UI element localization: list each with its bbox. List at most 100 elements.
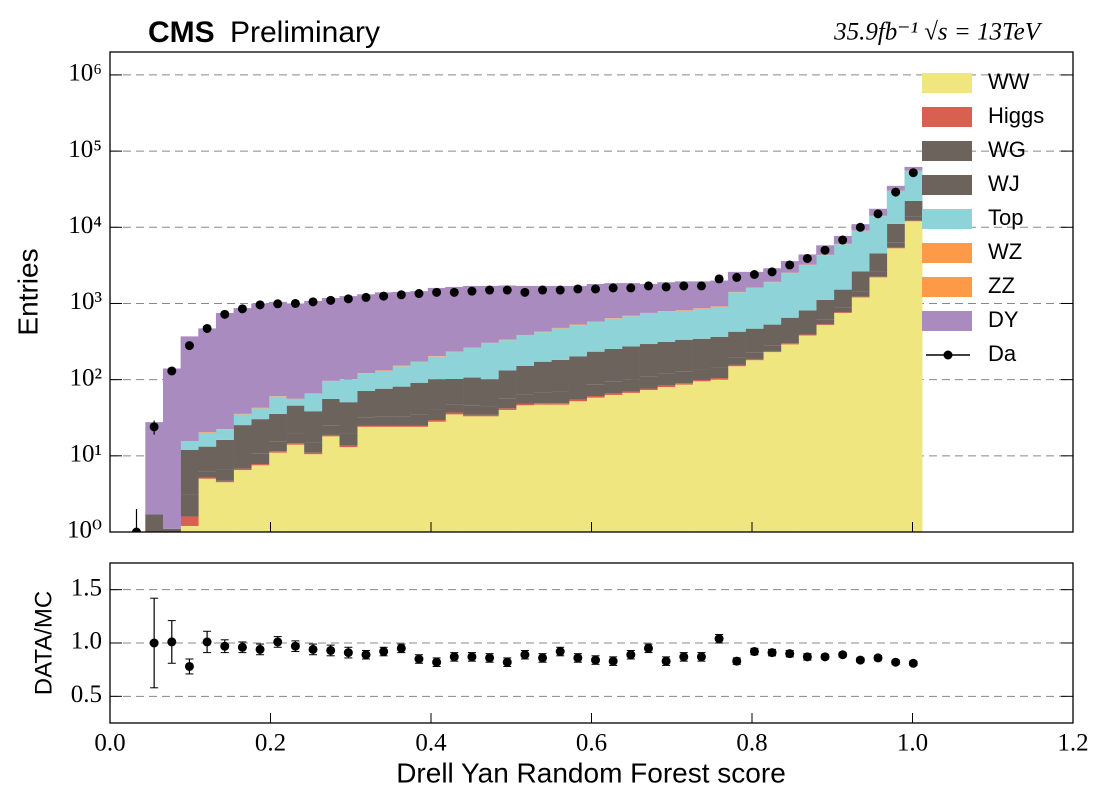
histogram-segment	[851, 230, 870, 272]
data-point	[785, 649, 795, 659]
histogram-segment	[410, 414, 429, 426]
data-point	[626, 283, 636, 293]
histogram-segment	[833, 244, 852, 290]
legend-swatch	[922, 107, 972, 127]
data-point	[184, 341, 194, 351]
histogram-segment	[586, 395, 605, 398]
histogram-segment	[604, 348, 623, 382]
histogram-segment	[727, 292, 746, 332]
histogram-segment	[851, 297, 870, 532]
histogram-segment	[533, 403, 552, 405]
x-tick-label: 1.0	[897, 730, 928, 757]
histogram-segment	[374, 426, 393, 532]
histogram-segment	[569, 356, 587, 389]
histogram-segment	[586, 284, 605, 322]
histogram-segment	[304, 393, 323, 412]
histogram-segment	[392, 416, 411, 426]
data-point	[591, 284, 601, 294]
histogram-segment	[604, 318, 623, 349]
histogram-segment	[727, 331, 746, 358]
histogram-segment	[480, 285, 499, 343]
histogram-segment	[621, 379, 640, 392]
histogram-segment	[286, 405, 305, 434]
histogram-segment	[480, 343, 499, 380]
histogram-segment	[480, 414, 499, 417]
histogram-segment	[533, 332, 552, 362]
histogram-segment	[251, 303, 270, 408]
data-point	[308, 644, 318, 654]
legend-marker	[943, 350, 953, 360]
histogram-segment	[463, 285, 482, 348]
y-tick-label: 0.5	[71, 681, 102, 708]
data-point	[167, 366, 177, 376]
data-point	[449, 652, 459, 662]
histogram-segment	[780, 344, 799, 532]
histogram-segment	[727, 357, 746, 365]
data-point	[326, 295, 336, 305]
histogram-segment	[657, 385, 676, 388]
histogram-segment	[586, 397, 605, 532]
histogram-segment	[869, 276, 888, 278]
histogram-segment	[569, 388, 587, 400]
histogram-segment	[763, 345, 782, 351]
histogram-segment	[180, 449, 199, 495]
histogram-segment	[268, 396, 287, 414]
histogram-segment	[657, 311, 676, 342]
data-point	[202, 323, 212, 333]
histogram-segment	[427, 420, 446, 422]
y-tick-label: 10⁴	[68, 212, 102, 239]
data-point	[626, 650, 636, 660]
histogram-segment	[498, 398, 517, 409]
data-point	[661, 282, 671, 292]
histogram-segment	[851, 296, 870, 298]
data-point	[661, 656, 671, 666]
histogram-segment	[480, 379, 499, 407]
data-point	[891, 657, 901, 667]
histogram-segment	[745, 352, 764, 359]
histogram-segment	[816, 299, 835, 320]
data-point	[432, 287, 442, 297]
histogram-segment	[604, 381, 623, 394]
histogram-segment	[304, 411, 323, 443]
histogram-segment	[904, 170, 923, 201]
legend-swatch	[922, 175, 972, 195]
histogram-segment	[710, 336, 729, 368]
histogram-segment	[357, 390, 376, 418]
histogram-segment	[339, 433, 358, 446]
histogram-segment	[498, 409, 517, 532]
histogram-segment	[692, 338, 711, 370]
histogram-segment	[692, 281, 711, 309]
data-point	[538, 285, 548, 295]
histogram-segment	[392, 386, 411, 417]
histogram-segment	[886, 242, 905, 248]
data-point	[220, 309, 230, 319]
legend-swatch	[922, 277, 972, 297]
histogram-segment	[410, 291, 429, 362]
data-point	[608, 283, 618, 293]
histogram-segment	[251, 464, 270, 466]
histogram-segment	[674, 383, 693, 385]
x-tick-label: 0.6	[576, 730, 607, 757]
histogram-segment	[410, 382, 429, 415]
histogram-segment	[604, 283, 623, 319]
data-point	[131, 527, 141, 532]
data-point	[467, 652, 477, 662]
histogram-segment	[639, 284, 658, 313]
data-point	[820, 245, 830, 255]
histogram-segment	[710, 280, 729, 307]
histogram-segment	[321, 298, 340, 381]
histogram-segment	[427, 409, 446, 421]
histogram-segment	[233, 470, 252, 532]
legend-label: WG	[988, 137, 1026, 162]
histogram-segment	[798, 329, 817, 335]
histogram-segment	[516, 394, 535, 404]
histogram-segment	[498, 408, 517, 410]
histogram-segment	[639, 390, 658, 532]
data-point	[502, 285, 512, 295]
data-point	[255, 644, 265, 654]
histogram-segment	[674, 281, 693, 311]
histogram-segment	[551, 403, 570, 405]
histogram-segment	[604, 394, 623, 532]
data-point	[520, 650, 530, 660]
